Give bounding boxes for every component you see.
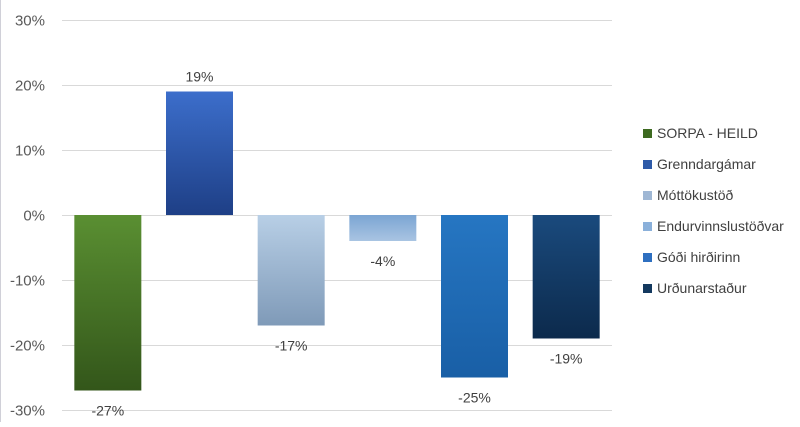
legend: SORPA - HEILD Grenndargámar Móttökustöð End… — [643, 125, 784, 296]
bar — [257, 215, 325, 326]
legend-label: Endurvinnslustöðvar — [657, 218, 784, 234]
legend-label: SORPA - HEILD — [657, 125, 758, 141]
data-label: -4% — [370, 253, 395, 269]
data-label: -19% — [550, 351, 583, 367]
y-tick-label: 10% — [15, 143, 45, 160]
bar — [166, 91, 233, 215]
legend-swatch — [643, 253, 652, 262]
data-labels: -27% 19% -17% -4% -25% -19% — [91, 69, 582, 419]
bar — [74, 215, 142, 391]
y-tick-label: 20% — [15, 78, 45, 95]
data-label: -17% — [275, 338, 308, 354]
bar — [349, 215, 417, 241]
data-label: -27% — [91, 403, 124, 419]
y-tick-label: 30% — [15, 13, 45, 30]
y-tick-label: 0% — [23, 208, 45, 225]
bar — [532, 215, 600, 339]
legend-label: Grenndargámar — [657, 156, 756, 172]
y-tick-label: -20% — [10, 338, 45, 355]
legend-swatch — [643, 129, 652, 138]
y-axis-tick-labels: 30% 20% 10% 0% -10% -20% -30% — [10, 13, 45, 420]
legend-swatch — [643, 222, 652, 231]
y-tick-label: -10% — [10, 273, 45, 290]
legend-label: Góði hirðirinn — [657, 249, 740, 265]
y-tick-label: -30% — [10, 403, 45, 420]
legend-swatch — [643, 160, 652, 169]
legend-swatch — [643, 191, 652, 200]
legend-label: Urðunarstaður — [657, 280, 747, 296]
legend-label: Móttökustöð — [657, 187, 733, 203]
bars — [74, 91, 600, 391]
bar — [441, 215, 508, 378]
gridlines — [62, 20, 612, 411]
legend-swatch — [643, 284, 652, 293]
data-label: 19% — [185, 69, 213, 85]
data-label: -25% — [458, 390, 491, 406]
